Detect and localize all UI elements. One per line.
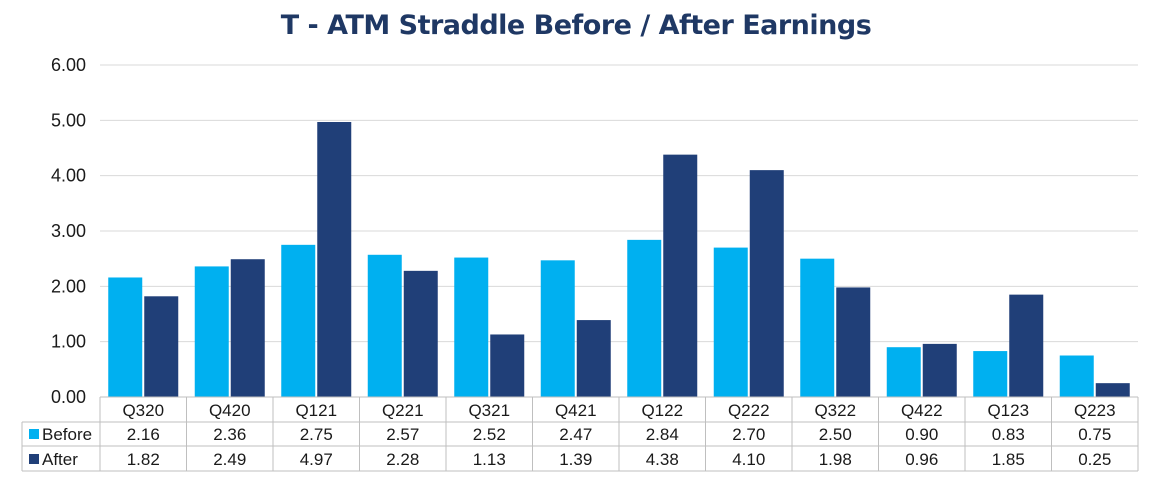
x-category-label: Q123 — [987, 401, 1029, 420]
bar-before — [800, 258, 835, 397]
bar-before — [194, 266, 229, 397]
data-table-value: 2.84 — [646, 425, 679, 444]
bar-before — [627, 239, 662, 397]
data-table-value: 0.96 — [905, 450, 938, 469]
bar-after — [144, 296, 179, 397]
bar-after — [836, 287, 871, 397]
data-table-value: 2.47 — [559, 425, 592, 444]
bar-before — [973, 351, 1008, 397]
data-table-value: 2.16 — [127, 425, 160, 444]
data-table-value: 0.25 — [1078, 450, 1111, 469]
legend-swatch-after — [29, 454, 39, 464]
data-table-value: 2.52 — [473, 425, 506, 444]
data-table-value: 2.50 — [819, 425, 852, 444]
data-table-value: 1.85 — [992, 450, 1025, 469]
data-table-value: 4.38 — [646, 450, 679, 469]
x-category-label: Q222 — [728, 401, 770, 420]
bar-before — [108, 277, 143, 397]
data-table-value: 2.49 — [213, 450, 246, 469]
bar-before — [886, 347, 921, 397]
x-category-label: Q322 — [814, 401, 856, 420]
bar-after — [749, 170, 784, 397]
data-table-value: 0.75 — [1078, 425, 1111, 444]
y-tick-label: 6.00 — [51, 55, 86, 75]
y-tick-label: 0.00 — [51, 387, 86, 407]
bar-before — [1059, 355, 1094, 397]
bar-before — [367, 254, 402, 397]
y-tick-label: 4.00 — [51, 166, 86, 186]
x-category-label: Q421 — [555, 401, 597, 420]
bar-after — [317, 121, 352, 397]
data-table-value: 1.39 — [559, 450, 592, 469]
data-table-value: 2.75 — [300, 425, 333, 444]
x-category-label: Q223 — [1074, 401, 1116, 420]
legend-label: Before — [42, 425, 92, 444]
data-table-value: 4.97 — [300, 450, 333, 469]
data-table-value: 2.28 — [386, 450, 419, 469]
x-category-label: Q422 — [901, 401, 943, 420]
y-tick-label: 3.00 — [51, 221, 86, 241]
bar-before — [713, 247, 748, 397]
bar-after — [1095, 383, 1130, 397]
legend-swatch-before — [29, 429, 39, 439]
data-table-value: 0.90 — [905, 425, 938, 444]
x-category-label: Q321 — [468, 401, 510, 420]
x-category-label: Q221 — [382, 401, 424, 420]
y-tick-label: 2.00 — [51, 276, 86, 296]
x-category-label: Q122 — [641, 401, 683, 420]
x-category-label: Q320 — [122, 401, 164, 420]
bar-after — [403, 270, 438, 397]
data-table-value: 1.13 — [473, 450, 506, 469]
bar-before — [540, 260, 575, 397]
bar-after — [490, 334, 525, 397]
x-category-label: Q420 — [209, 401, 251, 420]
data-table-value: 2.36 — [213, 425, 246, 444]
data-table-value: 0.83 — [992, 425, 1025, 444]
data-table-value: 2.70 — [732, 425, 765, 444]
data-table-value: 1.82 — [127, 450, 160, 469]
data-table-value: 2.57 — [386, 425, 419, 444]
y-tick-label: 1.00 — [51, 332, 86, 352]
bar-after — [230, 259, 265, 397]
bar-after — [1009, 294, 1044, 397]
chart-title: T - ATM Straddle Before / After Earnings — [280, 10, 872, 41]
legend-label: After — [42, 450, 78, 469]
data-table-value: 4.10 — [732, 450, 765, 469]
x-category-label: Q121 — [295, 401, 337, 420]
bar-before — [281, 244, 316, 397]
bar-after — [576, 320, 611, 397]
bar-after — [663, 154, 698, 397]
bar-before — [454, 257, 489, 397]
bar-after — [922, 343, 957, 397]
y-tick-label: 5.00 — [51, 110, 86, 130]
data-table-value: 1.98 — [819, 450, 852, 469]
